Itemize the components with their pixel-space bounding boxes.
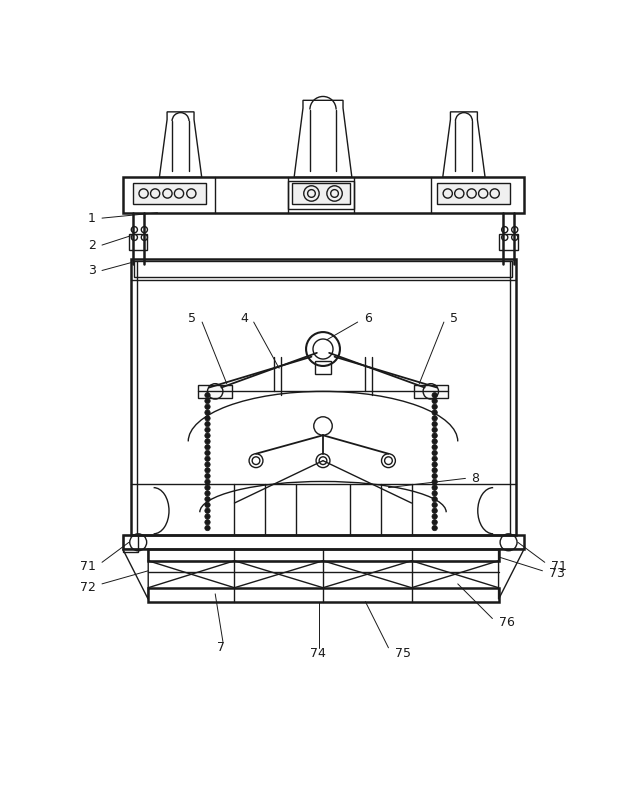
Text: 73: 73 [548,567,565,581]
Bar [123,177,524,213]
Circle shape [432,422,437,427]
Circle shape [432,525,437,531]
Circle shape [432,502,437,508]
Text: 71: 71 [80,560,96,573]
Circle shape [205,450,210,456]
Circle shape [205,467,210,473]
Circle shape [205,514,210,519]
Circle shape [432,520,437,525]
Circle shape [205,502,210,508]
Text: 7: 7 [216,642,225,654]
Bar [437,184,510,204]
Text: 71: 71 [551,560,567,573]
Text: 3: 3 [88,264,96,277]
Bar [316,361,331,374]
Text: 1: 1 [88,212,96,225]
Circle shape [205,427,210,433]
Circle shape [432,450,437,456]
Circle shape [432,485,437,490]
Circle shape [432,410,437,415]
Text: 5: 5 [188,312,196,325]
Circle shape [205,508,210,513]
Circle shape [205,433,210,438]
Bar [129,233,148,251]
Circle shape [205,410,210,415]
Text: 6: 6 [364,312,372,325]
Circle shape [432,404,437,410]
Circle shape [205,439,210,444]
Circle shape [205,473,210,479]
Circle shape [432,392,437,398]
Circle shape [205,445,210,450]
Circle shape [205,520,210,525]
Circle shape [205,490,210,496]
Text: 74: 74 [310,647,326,660]
Circle shape [205,462,210,467]
Bar [292,184,350,204]
Circle shape [432,415,437,421]
Text: 2: 2 [88,239,96,252]
Text: 8: 8 [471,472,480,485]
Bar [198,385,232,398]
Circle shape [432,467,437,473]
Circle shape [432,479,437,485]
Circle shape [432,497,437,501]
Text: 4: 4 [240,312,249,325]
Bar [134,261,512,277]
Circle shape [432,490,437,496]
Circle shape [205,497,210,501]
Circle shape [432,427,437,433]
Circle shape [432,456,437,461]
Circle shape [432,439,437,444]
Circle shape [432,473,437,479]
Bar [499,233,518,251]
Circle shape [205,415,210,421]
Bar [148,549,498,561]
Circle shape [205,485,210,490]
Bar [148,588,498,602]
Circle shape [205,422,210,427]
Text: 76: 76 [498,616,514,629]
Circle shape [432,445,437,450]
Circle shape [205,525,210,531]
Bar [123,536,524,549]
Text: 75: 75 [394,647,411,660]
Text: 72: 72 [80,581,96,594]
Circle shape [205,456,210,461]
Circle shape [432,508,437,513]
Circle shape [205,399,210,403]
Circle shape [432,462,437,467]
Bar [414,385,448,398]
Circle shape [432,433,437,438]
Circle shape [432,399,437,403]
Circle shape [432,514,437,519]
Circle shape [205,404,210,410]
Bar [133,184,206,204]
Circle shape [205,479,210,485]
Bar [288,181,354,209]
Circle shape [205,392,210,398]
Bar [131,259,516,536]
Text: 5: 5 [450,312,458,325]
